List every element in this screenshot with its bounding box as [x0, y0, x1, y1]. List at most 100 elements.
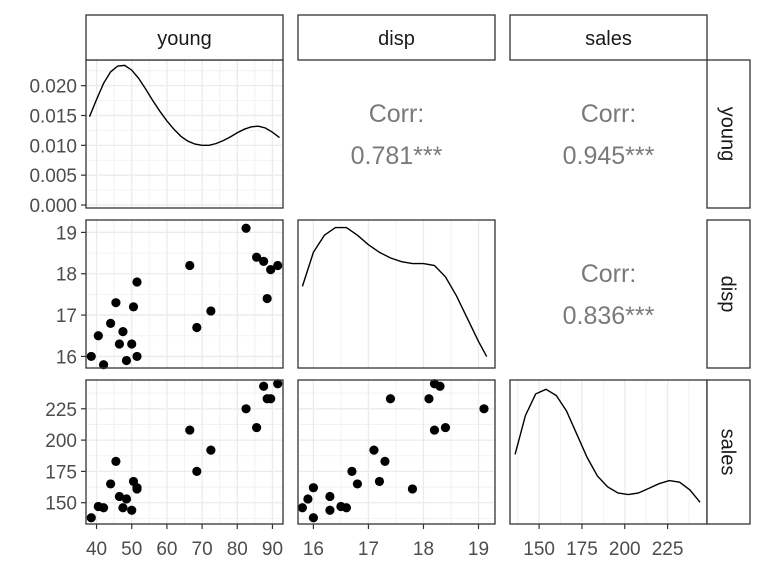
y-tick-label-sales: 150 — [45, 494, 77, 515]
density-line-disp — [301, 226, 488, 357]
y-tick-label-density: 0.010 — [29, 136, 77, 157]
strip-label-young: young — [157, 28, 212, 50]
corr-label: Corr: — [581, 100, 637, 128]
x-tick-label-young: 50 — [121, 539, 142, 560]
x-tick-label-young: 60 — [156, 539, 177, 560]
grid-layer — [86, 60, 690, 524]
scatter-point — [440, 422, 451, 433]
panel-disp-young-border — [85, 219, 284, 369]
scatter-point — [185, 425, 195, 435]
scatter-point — [118, 327, 128, 337]
strip-sales — [509, 14, 708, 61]
scatter-point — [185, 260, 195, 271]
scatter-point — [127, 505, 137, 515]
scatter-point — [259, 256, 269, 266]
y-tick-label-density: 0.020 — [29, 77, 77, 98]
y-tick-label-density: 0.015 — [29, 107, 77, 128]
scatter-point — [380, 456, 390, 466]
scatter-point — [121, 494, 132, 504]
scatter-point — [407, 484, 418, 494]
panel-sales-disp-border — [297, 379, 496, 525]
y-tick-label-density: 0.005 — [29, 166, 77, 187]
text-layer: Corr: 0.781*** Corr: 0.945*** Corr: 0.836*** y… — [29, 28, 738, 560]
scatter-point — [114, 339, 125, 349]
scatter-point — [297, 503, 308, 513]
scatter-point — [424, 394, 434, 404]
x-tick-label-disp: 18 — [413, 539, 434, 560]
scatter-point — [252, 422, 262, 433]
scatter-point — [341, 503, 352, 513]
panel-disp-disp-border — [297, 219, 496, 369]
x-tick-label-young: 80 — [227, 539, 248, 560]
scatter-point — [121, 355, 132, 366]
scatter-point — [308, 513, 319, 523]
scatter-point — [98, 503, 109, 513]
scatter-point — [192, 322, 202, 333]
scatter-point — [266, 394, 276, 404]
panel-sales-young-border — [85, 379, 284, 525]
x-tick-label-disp: 19 — [468, 539, 489, 560]
scatter-point — [369, 445, 379, 455]
x-tick-label-sales: 200 — [609, 539, 641, 560]
strip-right-disp — [706, 219, 751, 369]
scatter-point — [128, 302, 139, 312]
marks-layer — [86, 64, 701, 523]
x-tick-label-sales: 175 — [566, 539, 598, 560]
scatter-point — [132, 277, 142, 287]
scatter-point — [262, 293, 272, 304]
corr-value: 0.781*** — [351, 142, 443, 170]
scatter-point — [374, 476, 385, 487]
y-tick-label-disp: 17 — [56, 306, 77, 327]
scatter-point — [127, 339, 137, 349]
strip-young — [85, 14, 284, 61]
scatter-point — [429, 379, 440, 389]
scatter-point — [118, 503, 128, 513]
y-tick-label-disp: 16 — [56, 347, 77, 368]
scatter-point — [303, 494, 313, 504]
scatter-point — [308, 483, 319, 493]
frames-layer — [81, 14, 751, 529]
scatter-point — [347, 466, 357, 477]
scatter-point — [325, 505, 335, 515]
scatter-point — [106, 318, 116, 328]
corr-value: 0.945*** — [563, 142, 655, 170]
x-tick-label-young: 70 — [192, 539, 213, 560]
scatter-point — [252, 252, 262, 262]
y-tick-label-disp: 19 — [56, 223, 77, 244]
scatter-point — [266, 265, 276, 275]
scatter-point — [273, 260, 283, 271]
x-tick-label-sales: 225 — [652, 539, 684, 560]
scatter-point — [98, 360, 109, 370]
corr-value: 0.836*** — [563, 302, 655, 330]
corr-label: Corr: — [581, 260, 637, 288]
x-tick-label-young: 40 — [86, 539, 107, 560]
scatter-point — [273, 379, 283, 389]
y-tick-label-sales: 175 — [45, 462, 77, 483]
strip-label-right-disp: disp — [717, 276, 739, 313]
scatter-point — [114, 491, 125, 502]
strip-disp — [297, 14, 496, 61]
y-tick-label-density: 0.000 — [29, 196, 77, 217]
scatter-point — [479, 404, 489, 414]
scatter-point — [86, 351, 96, 362]
scatter-point — [352, 479, 363, 489]
strip-label-right-sales: sales — [717, 429, 739, 476]
x-tick-label-sales: 150 — [523, 539, 555, 560]
scatter-point — [241, 404, 251, 414]
strip-right-sales — [706, 379, 751, 525]
scatter-point — [429, 425, 440, 435]
scatter-point — [241, 223, 251, 233]
scatter-point — [132, 484, 142, 494]
scatter-point — [106, 479, 116, 489]
strip-label-right-young: young — [717, 107, 739, 162]
strip-right-young — [706, 59, 751, 209]
scatter-point — [325, 491, 335, 502]
scatter-point — [259, 381, 269, 391]
y-tick-label-sales: 225 — [45, 400, 77, 421]
scatter-point — [86, 513, 96, 523]
density-line-young — [88, 64, 280, 146]
scatter-point — [206, 306, 216, 316]
scatter-point — [132, 351, 142, 362]
scatter-point — [192, 466, 202, 477]
strip-label-disp: disp — [378, 28, 415, 50]
